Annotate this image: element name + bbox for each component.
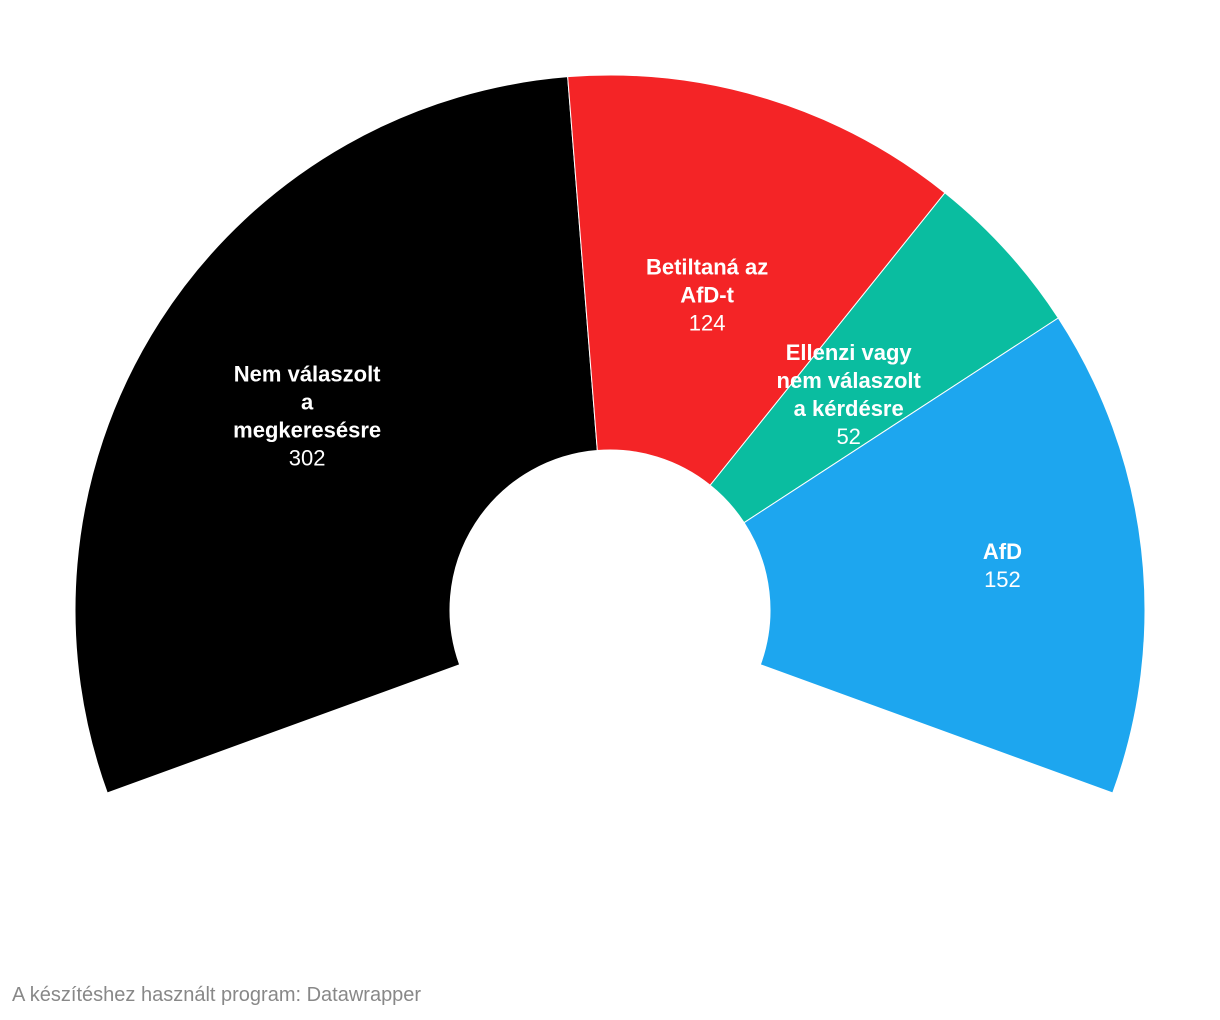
slice-label-line: a kérdésre bbox=[794, 396, 904, 421]
slice-label-line: AfD bbox=[983, 539, 1022, 564]
slice-3 bbox=[743, 317, 1146, 794]
chart-slices bbox=[74, 74, 1146, 794]
slice-label-2: Ellenzi vagy nem válaszolt a kérdésre 52 bbox=[777, 340, 922, 449]
slice-label-line: Betiltaná az bbox=[646, 255, 768, 280]
slice-label-line: AfD-t bbox=[680, 283, 734, 308]
chart-labels: Nem válaszolt a megkeresésre 302 Betiltaná a… bbox=[233, 255, 1022, 592]
slice-0 bbox=[74, 76, 598, 794]
footer-credit: A készítéshez használt program: Datawrap… bbox=[12, 984, 422, 1006]
slice-label-line: a bbox=[301, 389, 314, 414]
slice-label-0: Nem válaszolt a megkeresésre 302 bbox=[233, 361, 381, 470]
slice-1 bbox=[567, 74, 946, 486]
slice-value-label: 124 bbox=[689, 311, 726, 336]
slice-label-line: Ellenzi vagy bbox=[786, 340, 913, 365]
slice-value-label: 302 bbox=[289, 445, 326, 470]
slice-label-line: megkeresésre bbox=[233, 417, 381, 442]
slice-label-line: nem válaszolt bbox=[777, 368, 922, 393]
slice-value-label: 152 bbox=[984, 567, 1021, 592]
slice-label-1: Betiltaná az AfD-t 124 bbox=[646, 255, 768, 336]
slice-label-3: AfD 152 bbox=[983, 539, 1022, 592]
slice-value-label: 52 bbox=[836, 424, 860, 449]
slice-label-line: Nem válaszolt bbox=[234, 361, 381, 386]
